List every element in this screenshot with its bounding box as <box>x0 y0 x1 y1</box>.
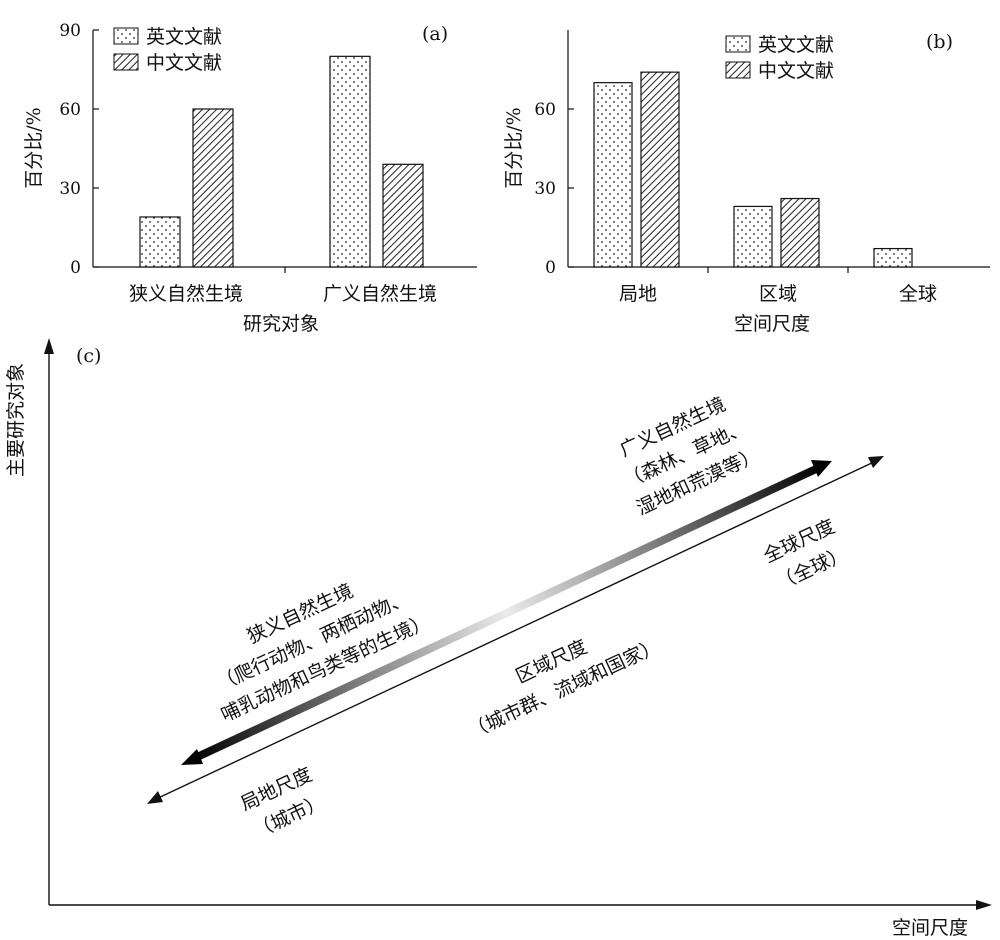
panel-a-bar-english-0 <box>139 216 181 268</box>
panel-b-bar-english-0 <box>593 82 633 268</box>
panel-a-category-label: 广义自然生境 <box>323 283 437 305</box>
panel-c-y-arrowhead <box>44 338 54 354</box>
panel-b-bar-chart: 0 30 60 局地 区域 全球 空间尺度 百分比/% (b) 英文文献 中文文献 <box>503 30 990 335</box>
panel-a-category-label: 狭义自然生境 <box>129 283 243 305</box>
panel-b-category-label: 区域 <box>759 283 797 305</box>
legend-swatch-chinese <box>113 53 139 71</box>
object-arrow-bar <box>193 465 818 762</box>
scale-arrow <box>147 456 884 804</box>
panel-b-category-label: 全球 <box>899 283 937 305</box>
panel-b-bar-chinese-1 <box>780 197 820 268</box>
panel-b-bar-english-1 <box>733 205 773 268</box>
panel-b-bar-english-2 <box>873 247 913 268</box>
regional-scale-label: 区域尺度 （城市群、流域和国家） <box>465 635 664 743</box>
panel-a-x-title: 研究对象 <box>243 313 319 335</box>
panel-b-x-title: 空间尺度 <box>734 313 810 335</box>
panel-a-bar-english-1 <box>329 55 371 268</box>
panel-a-y-tick-label: 0 <box>70 258 81 278</box>
legend-label-english: 英文文献 <box>758 34 834 56</box>
panel-b-tag: (b) <box>926 31 953 53</box>
panel-b-y-tick-label: 30 <box>534 179 556 199</box>
panel-b-category-label: 局地 <box>619 283 657 305</box>
panel-a-y-tick-label: 90 <box>59 21 81 41</box>
panel-a-bar-chart: 0 30 60 90 狭义自然生境 广义自然生境 研究对象 百分比/% (a) 英文文献… <box>23 21 477 335</box>
legend-swatch-english <box>725 35 751 53</box>
local-scale-label: 局地尺度 （城市） <box>237 764 328 843</box>
legend-swatch-chinese <box>725 61 751 79</box>
panel-a-y-title: 百分比/% <box>23 107 45 188</box>
panel-b-y-title: 百分比/% <box>503 107 525 188</box>
panel-c-x-title: 空间尺度 <box>892 917 968 939</box>
panel-c-concept-diagram: (c) 主要研究对象 空间尺度 狭义自然生境 （爬行动物、两栖动物、 哺乳动物和… <box>5 338 992 939</box>
panel-a-bar-chinese-1 <box>382 163 424 268</box>
legend-label-chinese: 中文文献 <box>758 60 834 82</box>
panel-b-y-tick-label: 0 <box>545 258 556 278</box>
object-arrow <box>181 460 832 765</box>
legend-label-english: 英文文献 <box>146 26 222 48</box>
panel-b-legend: 英文文献 中文文献 <box>725 34 834 82</box>
object-arrowhead-narrow <box>181 749 203 765</box>
scale-arrowhead-local <box>147 791 163 804</box>
panel-a-legend: 英文文献 中文文献 <box>113 26 222 74</box>
legend-label-chinese: 中文文献 <box>146 52 222 74</box>
scale-arrowhead-global <box>868 456 884 468</box>
global-scale-label: 全球尺度 （全球） <box>760 515 851 594</box>
panel-c-tag: (c) <box>76 345 101 367</box>
panel-c-x-arrowhead <box>976 900 992 910</box>
panel-a-bar-chinese-0 <box>192 108 234 268</box>
panel-a-y-tick-label: 60 <box>59 100 81 120</box>
panel-a-y-tick-label: 30 <box>59 179 81 199</box>
object-arrowhead-broad <box>811 460 832 477</box>
panel-a-tag: (a) <box>422 23 448 45</box>
panel-b-bar-chinese-0 <box>640 71 680 268</box>
scale-arrow-line <box>155 460 877 800</box>
panel-c-y-title: 主要研究对象 <box>5 363 27 477</box>
panel-b-y-tick-label: 60 <box>534 100 556 120</box>
legend-swatch-english <box>113 27 139 45</box>
